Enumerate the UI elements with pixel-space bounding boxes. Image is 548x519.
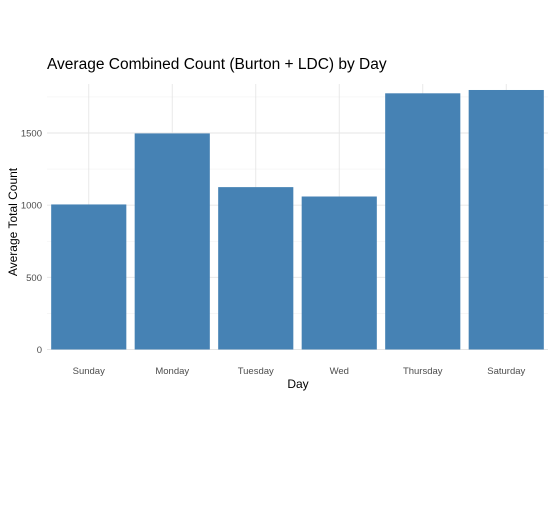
x-tick-label: Thursday [403,366,443,377]
bar-monday [134,133,210,350]
x-tick-label: Wed [330,366,349,377]
bar-sunday [51,204,127,350]
bars [51,89,544,350]
tick-labels: 0 500 1000 1500 Sunday Monday Tuesday Wed Thursd… [21,129,526,378]
x-tick-label: Monday [155,366,189,377]
y-tick-label: 1500 [21,129,42,140]
bar-saturday [468,89,544,350]
x-tick-label: Tuesday [238,366,274,377]
x-tick-label: Saturday [487,366,525,377]
y-tick-label: 500 [26,273,42,284]
bar-tuesday [218,187,294,350]
bar-wed [301,196,377,350]
y-tick-label: 1000 [21,201,42,212]
bar-thursday [385,93,461,350]
y-axis-title: Average Total Count [6,167,20,276]
y-tick-label: 0 [37,345,42,356]
x-tick-label: Sunday [73,366,105,377]
chart-title: Average Combined Count (Burton + LDC) by… [47,56,387,73]
x-axis-title: Day [287,377,308,391]
